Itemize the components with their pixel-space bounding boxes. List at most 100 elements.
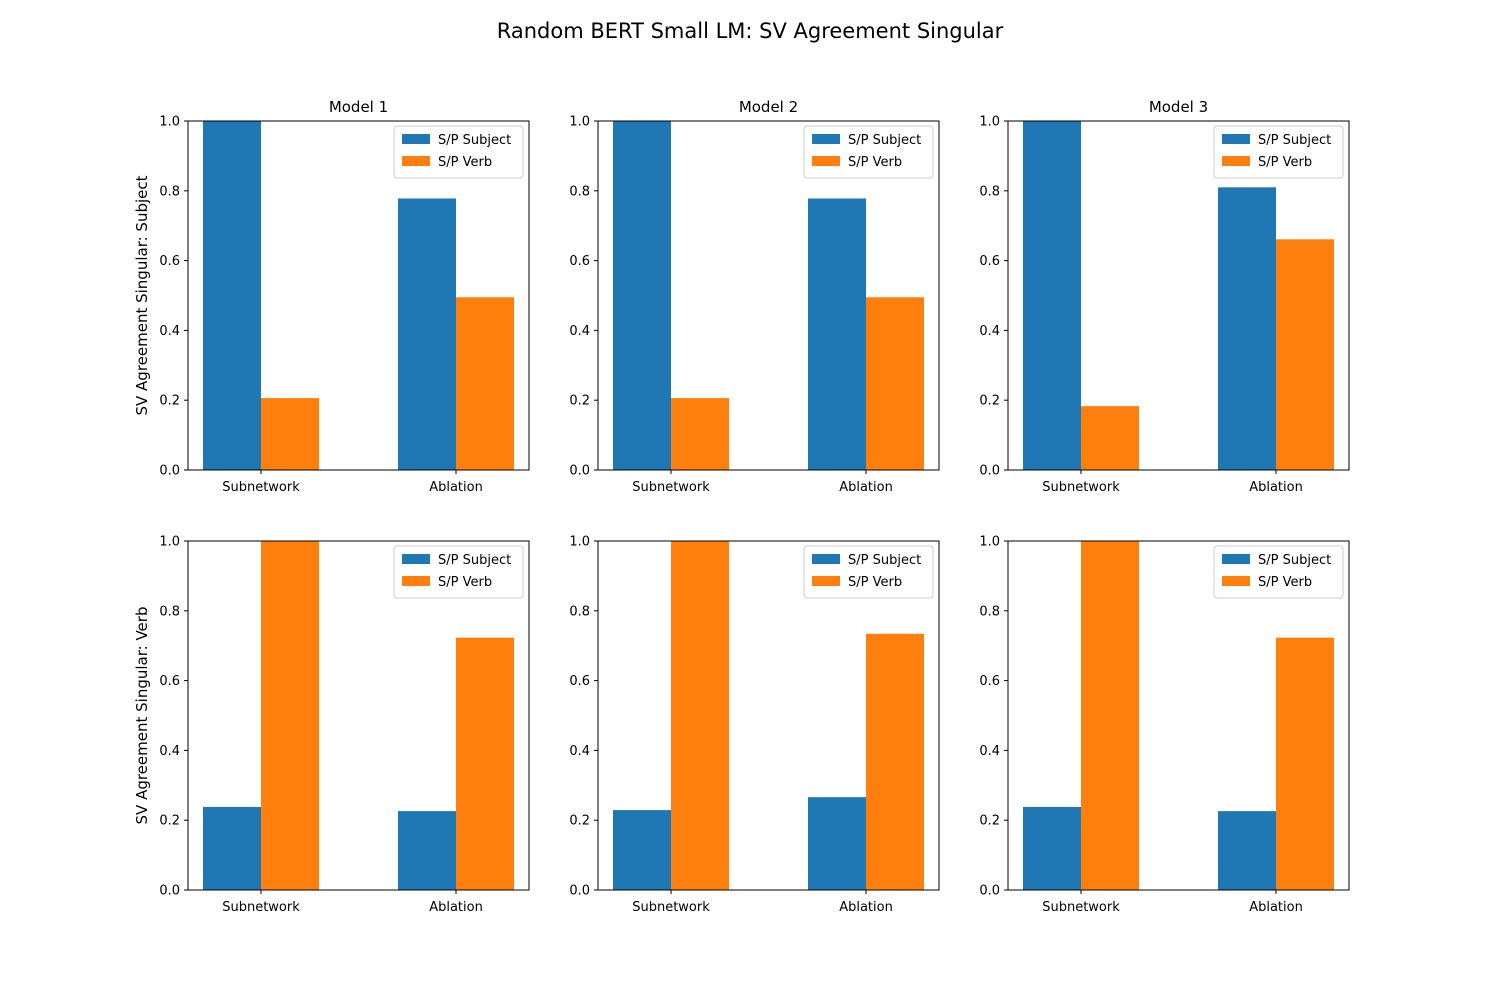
bar-s-p-verb-ablation [1276, 239, 1334, 470]
legend-swatch [1222, 576, 1250, 586]
subplot-6: 0.0 0.2 0.4 0.6 0.8 1.0 Subnetwork Ablation S/P … [979, 535, 1350, 915]
subplot-4: 0.0 0.2 0.4 0.6 0.8 1.0 Subnetwork Ablation SV A… [133, 535, 530, 915]
x-tick-label: Subnetwork [1042, 900, 1120, 915]
legend-swatch [1222, 554, 1250, 564]
x-tick-label: Ablation [839, 480, 893, 495]
y-tick-label: 1.0 [569, 535, 590, 550]
subplot-title: Model 3 [1149, 98, 1208, 116]
x-tick-label: Subnetwork [632, 900, 710, 915]
figure-title: Random BERT Small LM: SV Agreement Singu… [497, 19, 1004, 43]
y-tick-label: 0.2 [159, 394, 180, 409]
bar-s-p-verb-subnetwork [671, 398, 729, 470]
legend-label: S/P Subject [438, 553, 511, 568]
y-tick-label: 0.4 [159, 744, 180, 759]
bar-s-p-subject-ablation [808, 198, 866, 470]
y-axis-label: SV Agreement Singular: Verb [133, 607, 151, 825]
legend-swatch [402, 134, 430, 144]
legend-swatch [812, 134, 840, 144]
bar-s-p-subject-ablation [1218, 187, 1276, 470]
bar-s-p-subject-ablation [398, 811, 456, 890]
y-tick-label: 0.8 [569, 184, 590, 199]
legend-swatch [812, 576, 840, 586]
legend-label: S/P Subject [1258, 553, 1331, 568]
y-tick-label: 0.2 [569, 394, 590, 409]
y-tick-label: 0.0 [159, 884, 180, 899]
subplot-5: 0.0 0.2 0.4 0.6 0.8 1.0 Subnetwork Ablation S/P … [569, 535, 940, 915]
subplot-1: 0.0 0.2 0.4 0.6 0.8 1.0 Subnetwork Ablation Mode… [133, 98, 530, 495]
y-tick-label: 0.8 [159, 604, 180, 619]
y-tick-label: 0.6 [979, 674, 1000, 689]
y-tick-label: 0.8 [979, 184, 1000, 199]
bar-s-p-verb-subnetwork [1081, 406, 1139, 470]
y-tick-label: 0.6 [569, 674, 590, 689]
bar-s-p-verb-subnetwork [261, 398, 319, 470]
legend-swatch [402, 576, 430, 586]
axes-frame [597, 120, 940, 471]
x-tick-label: Subnetwork [1042, 480, 1120, 495]
x-tick-label: Ablation [429, 900, 483, 915]
y-tick-label: 0.8 [979, 604, 1000, 619]
y-tick-label: 0.6 [979, 254, 1000, 269]
bar-s-p-subject-ablation [398, 198, 456, 470]
y-tick-label: 1.0 [159, 535, 180, 550]
legend: S/P Subject S/P Verb [803, 545, 934, 599]
y-tick-label: 0.6 [159, 674, 180, 689]
y-tick-label: 0.4 [979, 744, 1000, 759]
y-axis-label: SV Agreement Singular: Subject [133, 175, 151, 415]
legend-label: S/P Subject [1258, 133, 1331, 148]
legend-swatch [1222, 134, 1250, 144]
bar-s-p-verb-ablation [1276, 637, 1334, 890]
y-tick-label: 0.4 [159, 324, 180, 339]
legend: S/P Subject S/P Verb [393, 545, 524, 599]
legend-swatch [812, 554, 840, 564]
legend-label: S/P Subject [438, 133, 511, 148]
x-tick-label: Ablation [1249, 480, 1303, 495]
legend-label: S/P Verb [438, 155, 492, 170]
legend-label: S/P Verb [1258, 155, 1312, 170]
panels: 0.0 0.2 0.4 0.6 0.8 1.0 Subnetwork Ablation Mode… [133, 98, 1350, 915]
bar-s-p-verb-ablation [456, 297, 514, 470]
axes-frame [187, 540, 530, 891]
legend-swatch [812, 156, 840, 166]
legend-swatch [1222, 156, 1250, 166]
y-tick-label: 0.8 [159, 184, 180, 199]
y-tick-label: 1.0 [159, 115, 180, 130]
y-tick-label: 0.4 [979, 324, 1000, 339]
bar-s-p-subject-ablation [1218, 811, 1276, 890]
legend-label: S/P Subject [848, 133, 921, 148]
y-tick-label: 0.2 [159, 814, 180, 829]
bar-s-p-subject-subnetwork [613, 810, 671, 890]
legend-label: S/P Subject [848, 553, 921, 568]
legend-label: S/P Verb [848, 155, 902, 170]
axes-frame [1007, 120, 1350, 471]
y-tick-label: 0.0 [569, 884, 590, 899]
bar-s-p-verb-ablation [456, 637, 514, 890]
y-tick-label: 1.0 [979, 115, 1000, 130]
bar-s-p-subject-ablation [808, 797, 866, 890]
x-tick-label: Subnetwork [632, 480, 710, 495]
x-tick-label: Ablation [429, 480, 483, 495]
x-tick-label: Ablation [1249, 900, 1303, 915]
legend-swatch [402, 554, 430, 564]
subplot-2: 0.0 0.2 0.4 0.6 0.8 1.0 Subnetwork Ablation Mode… [569, 98, 940, 495]
subplot-title: Model 2 [739, 98, 798, 116]
y-tick-label: 0.2 [569, 814, 590, 829]
bar-s-p-subject-subnetwork [203, 806, 261, 890]
legend-label: S/P Verb [848, 575, 902, 590]
axes-frame [187, 120, 530, 471]
y-tick-label: 1.0 [979, 535, 1000, 550]
y-tick-label: 0.6 [159, 254, 180, 269]
y-tick-label: 0.2 [979, 394, 1000, 409]
x-tick-label: Subnetwork [222, 900, 300, 915]
y-tick-label: 0.0 [979, 464, 1000, 479]
legend: S/P Subject S/P Verb [1213, 125, 1344, 179]
bar-s-p-subject-subnetwork [1023, 121, 1081, 470]
y-tick-label: 0.6 [569, 254, 590, 269]
legend-swatch [402, 156, 430, 166]
y-tick-label: 0.8 [569, 604, 590, 619]
axes-frame [597, 540, 940, 891]
axes-frame [1007, 540, 1350, 891]
y-tick-label: 0.4 [569, 324, 590, 339]
bar-s-p-verb-ablation [866, 297, 924, 470]
